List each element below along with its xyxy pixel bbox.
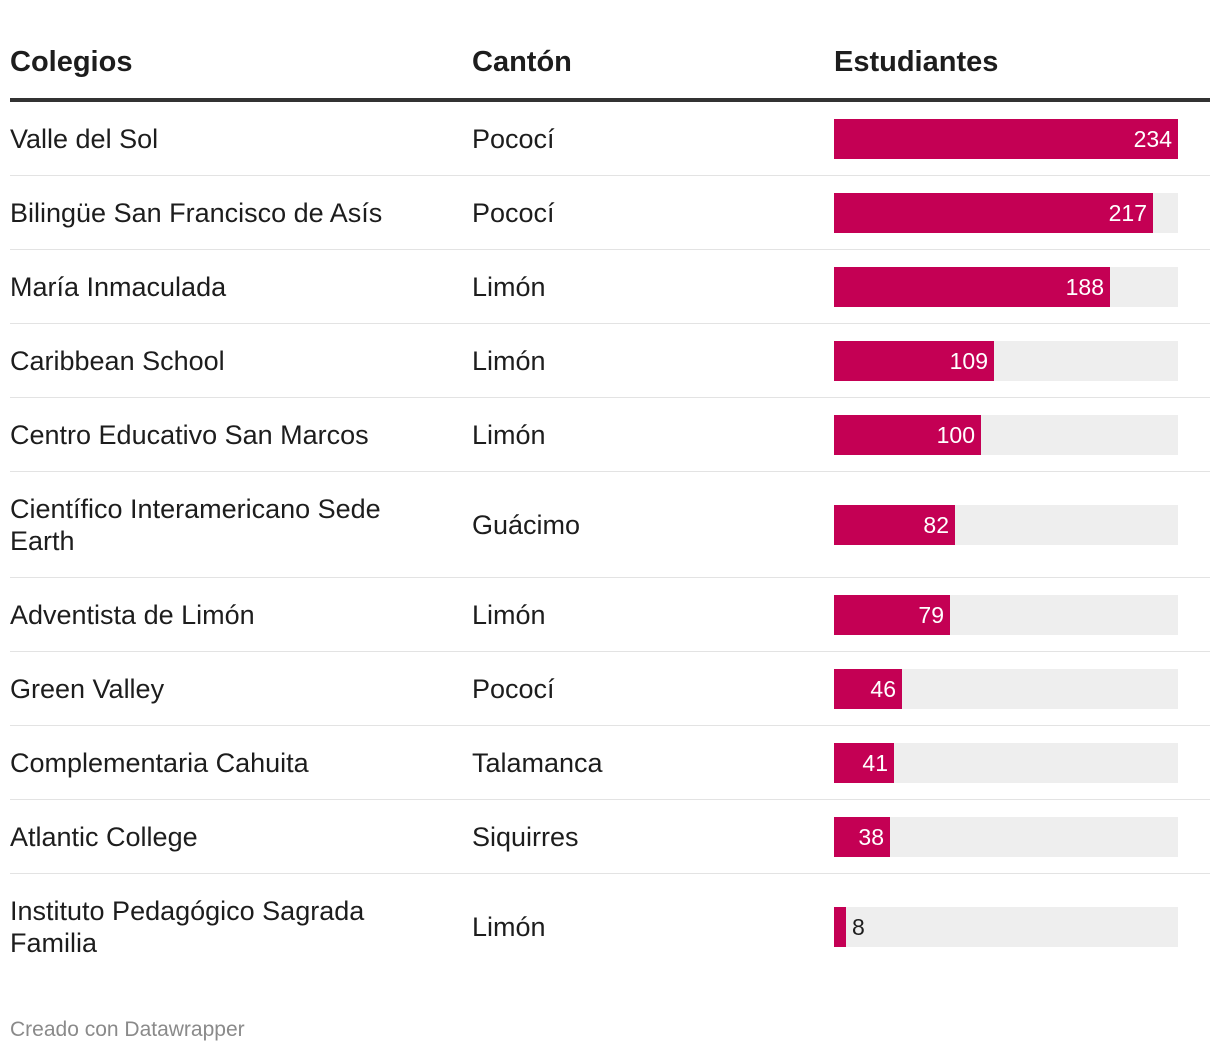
bar-track: 100 bbox=[834, 415, 1178, 455]
cell-colegio: Instituto Pedagógico Sagrada Familia bbox=[10, 896, 365, 958]
cell-canton: Limón bbox=[472, 272, 546, 302]
bar-estudiantes bbox=[834, 415, 981, 455]
cell-canton: Siquirres bbox=[472, 822, 579, 852]
column-header-colegios[interactable]: Colegios bbox=[10, 46, 133, 78]
table-row: Caribbean School Limón 109 bbox=[10, 324, 1210, 398]
cell-canton: Talamanca bbox=[472, 748, 603, 778]
bar-track: 217 bbox=[834, 193, 1178, 233]
bar-track: 109 bbox=[834, 341, 1178, 381]
cell-colegio: Complementaria Cahuita bbox=[10, 748, 309, 778]
datawrapper-credit: Creado con Datawrapper bbox=[10, 1018, 245, 1041]
table-row: Centro Educativo San Marcos Limón 100 bbox=[10, 398, 1210, 472]
bar-value-label: 41 bbox=[862, 750, 888, 776]
bar-track: 41 bbox=[834, 743, 1178, 783]
column-header-canton[interactable]: Cantón bbox=[472, 46, 572, 78]
bar-track: 234 bbox=[834, 119, 1178, 159]
bar-estudiantes bbox=[834, 743, 894, 783]
bar-track: 79 bbox=[834, 595, 1178, 635]
bar-estudiantes bbox=[834, 193, 1153, 233]
data-table: Colegios Cantón Estudiantes Valle del So… bbox=[10, 30, 1210, 979]
bar-value-label: 217 bbox=[1108, 200, 1147, 226]
bar-estudiantes bbox=[834, 669, 902, 709]
table-header: Colegios Cantón Estudiantes bbox=[10, 30, 1210, 102]
cell-colegio: Atlantic College bbox=[10, 822, 198, 852]
column-header-estudiantes[interactable]: Estudiantes bbox=[834, 46, 999, 78]
cell-colegio: Caribbean School bbox=[10, 346, 225, 376]
cell-colegio: Green Valley bbox=[10, 674, 165, 704]
bar-track: 82 bbox=[834, 505, 1178, 545]
cell-canton: Pococí bbox=[472, 124, 555, 154]
cell-colegio: Valle del Sol bbox=[10, 124, 159, 154]
bar-estudiantes bbox=[834, 341, 994, 381]
cell-colegio: Adventista de Limón bbox=[10, 600, 255, 630]
table-row: Green Valley Pococí 46 bbox=[10, 652, 1210, 726]
table-row: Complementaria Cahuita Talamanca 41 bbox=[10, 726, 1210, 800]
bar-value-label: 8 bbox=[852, 914, 865, 940]
bar-value-label: 188 bbox=[1065, 274, 1104, 300]
table-row: Bilingüe San Francisco de Asís Pococí 217 bbox=[10, 176, 1210, 250]
bar-estudiantes bbox=[834, 505, 955, 545]
bar-estudiantes bbox=[834, 595, 950, 635]
bar-track: 38 bbox=[834, 817, 1178, 857]
bar-estudiantes bbox=[834, 817, 890, 857]
cell-canton: Pococí bbox=[472, 674, 555, 704]
bar-track: 8 bbox=[834, 907, 1178, 947]
bar-value-label: 234 bbox=[1133, 126, 1172, 152]
table-row: Instituto Pedagógico Sagrada Familia Limó… bbox=[10, 874, 1210, 979]
bar-value-label: 100 bbox=[936, 422, 975, 448]
cell-colegio: Centro Educativo San Marcos bbox=[10, 420, 369, 450]
cell-canton: Limón bbox=[472, 600, 546, 630]
cell-canton: Limón bbox=[472, 346, 546, 376]
table-row: Adventista de Limón Limón 79 bbox=[10, 578, 1210, 652]
bar-value-label: 46 bbox=[870, 676, 896, 702]
cell-colegio: Científico Interamericano Sede Earth bbox=[10, 494, 381, 556]
cell-canton: Guácimo bbox=[472, 510, 581, 540]
cell-canton: Limón bbox=[472, 420, 546, 450]
table-row: Científico Interamericano Sede Earth Guác… bbox=[10, 472, 1210, 578]
table-row: Atlantic College Siquirres 38 bbox=[10, 800, 1210, 874]
bar-value-label: 109 bbox=[949, 348, 988, 374]
bar-track: 188 bbox=[834, 267, 1178, 307]
bar-estudiantes bbox=[834, 119, 1178, 159]
cell-colegio: María Inmaculada bbox=[10, 272, 227, 302]
bar-estudiantes bbox=[834, 267, 1110, 307]
table-row: María Inmaculada Limón 188 bbox=[10, 250, 1210, 324]
cell-canton: Pococí bbox=[472, 198, 555, 228]
table-row: Valle del Sol Pococí 234 bbox=[10, 102, 1210, 176]
bar-value-label: 82 bbox=[923, 512, 949, 538]
bar-value-label: 79 bbox=[918, 602, 944, 628]
bar-value-label: 38 bbox=[858, 824, 884, 850]
bar-track: 46 bbox=[834, 669, 1178, 709]
table-body: Valle del Sol Pococí 234 Bilingüe San Franc… bbox=[10, 102, 1210, 979]
bar-estudiantes bbox=[834, 907, 846, 947]
cell-colegio: Bilingüe San Francisco de Asís bbox=[10, 198, 383, 228]
cell-canton: Limón bbox=[472, 912, 546, 942]
